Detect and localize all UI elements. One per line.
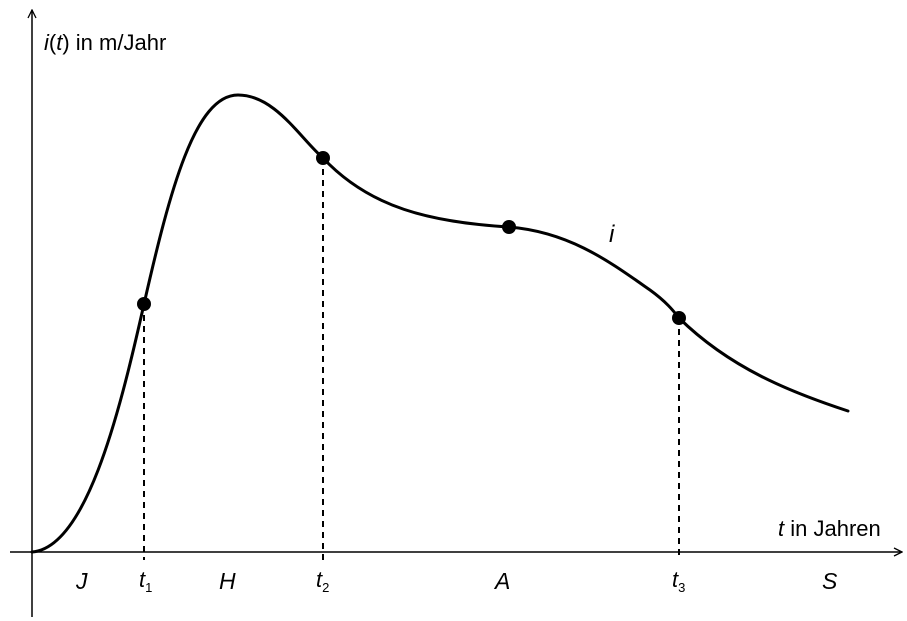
phase-label-h: H [219,568,236,594]
y-axis-func: i [44,30,50,55]
tick-label-t1: t1 [139,567,152,595]
y-axis-unit: in m/Jahr [76,30,166,55]
y-axis-label: i(t) in m/Jahr [44,30,166,55]
x-axis-unit: in Jahren [790,516,881,541]
y-axis-var: t [56,30,63,55]
curve-label: i [609,221,615,248]
tick-label-t2: t2 [316,567,329,595]
tick-label-t3: t3 [672,567,685,595]
phase-label-a: A [493,568,510,594]
phase-label-j: J [75,568,88,594]
point-t1 [137,297,151,311]
point-t2 [316,151,330,165]
x-axis-label: t in Jahren [778,516,881,541]
point-inflection [502,220,516,234]
point-t3 [672,311,686,325]
x-axis-var: t [778,516,785,541]
phase-label-s: S [822,568,838,594]
curve-i [30,93,850,554]
